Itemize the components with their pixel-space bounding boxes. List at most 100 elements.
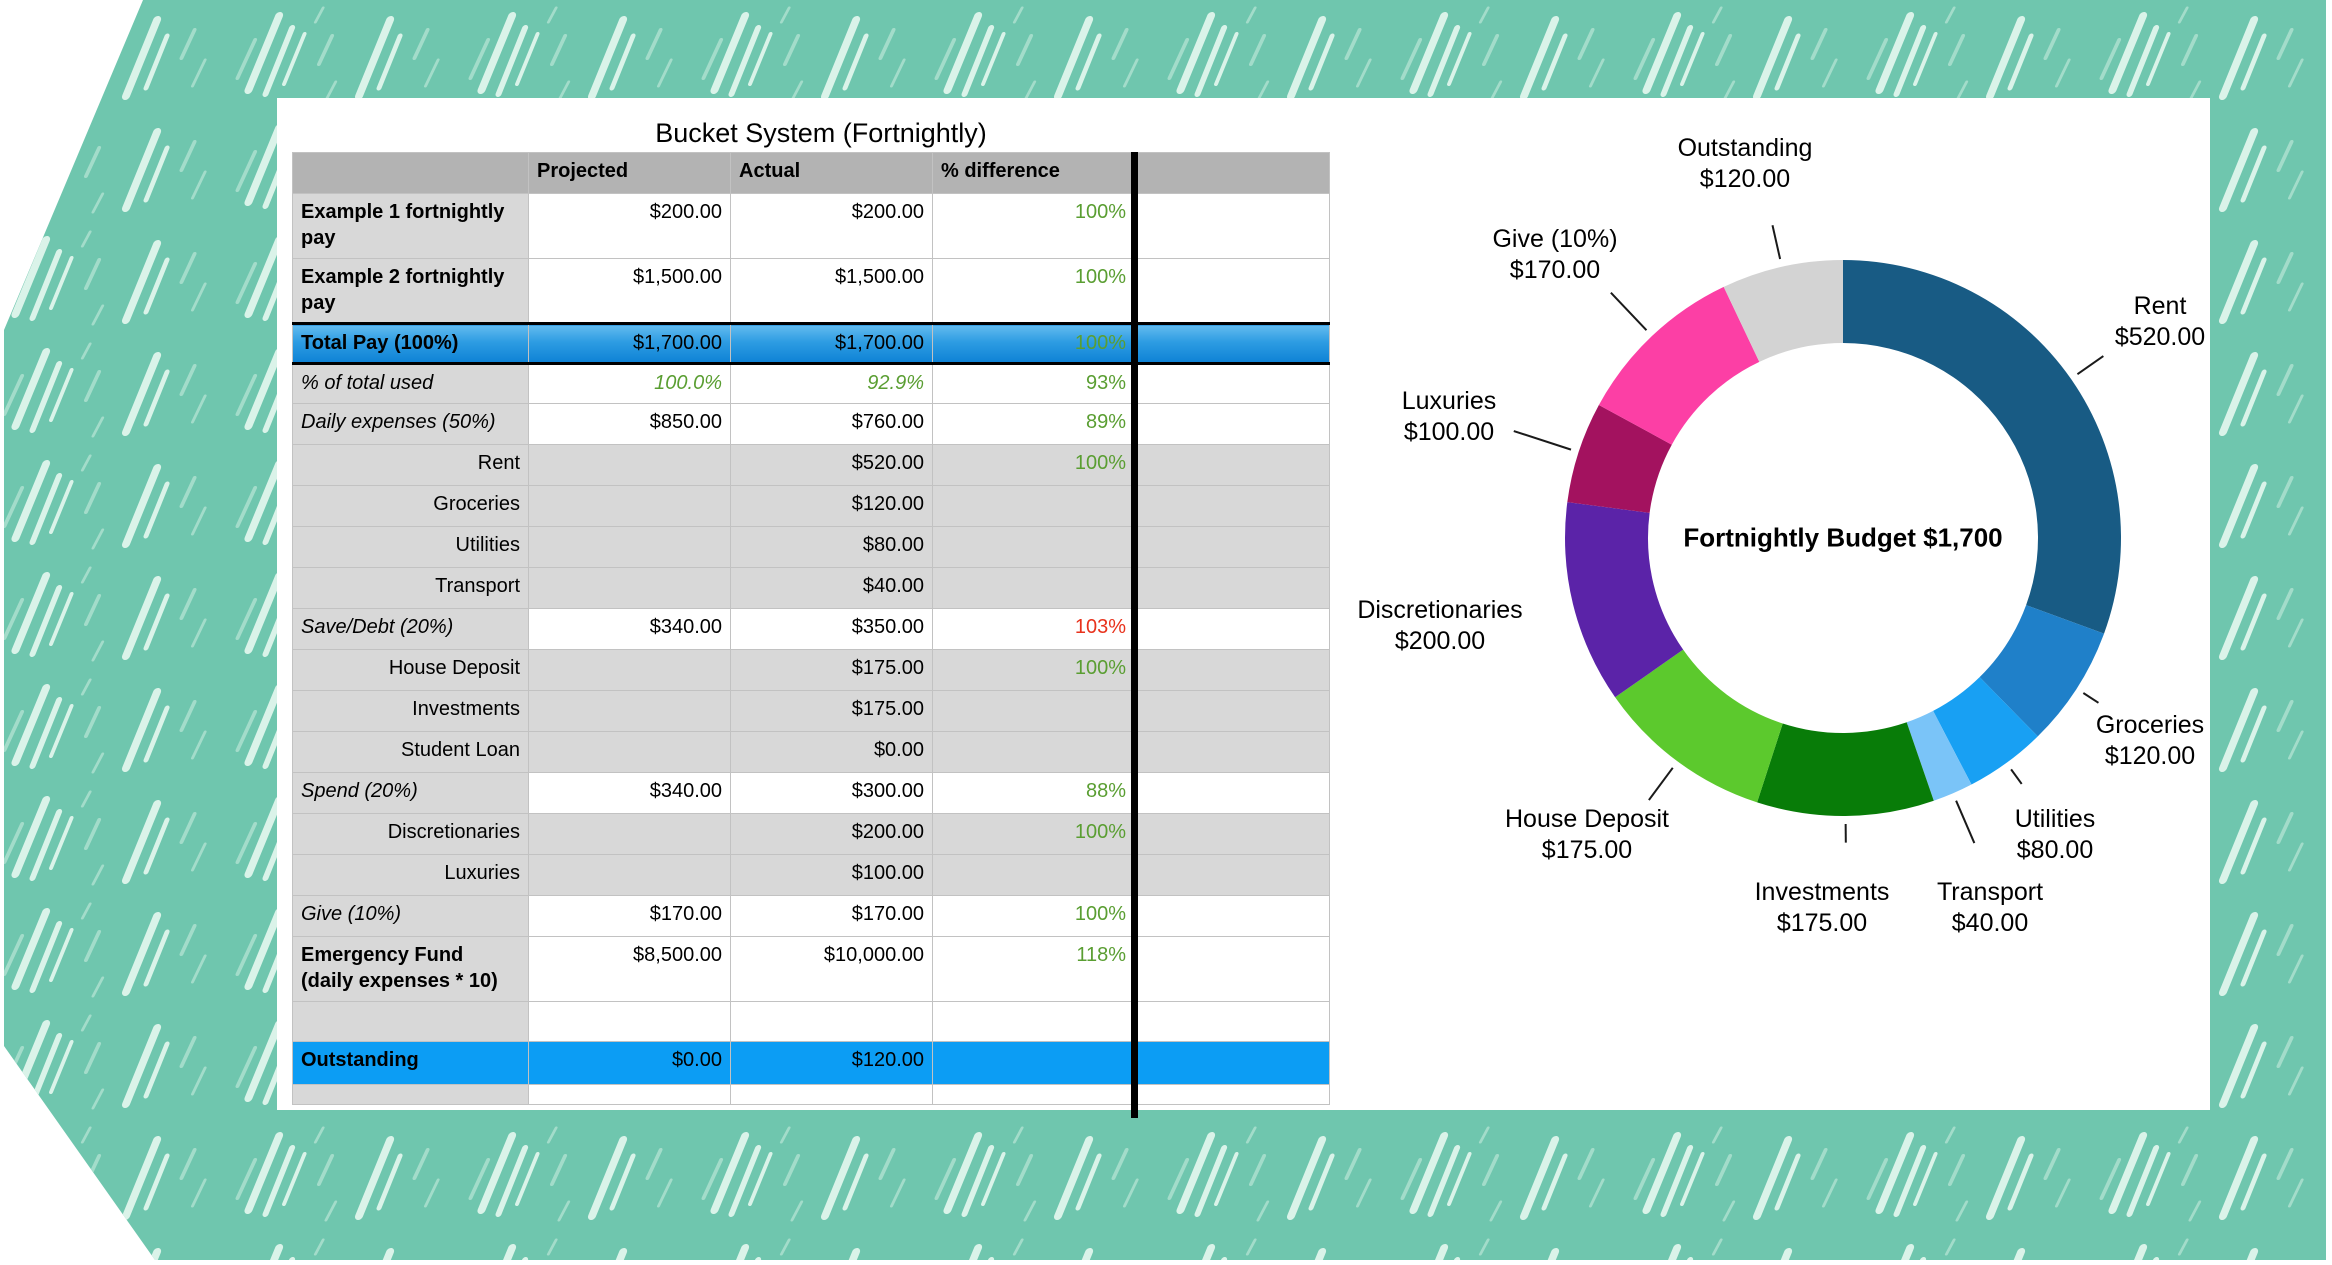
actual-cell[interactable]: $80.00 bbox=[730, 526, 933, 568]
row-label-cell[interactable] bbox=[292, 1001, 529, 1042]
donut-slice-house-deposit[interactable] bbox=[1615, 649, 1783, 803]
extra-cell[interactable] bbox=[1134, 567, 1330, 609]
row-label-cell[interactable]: Emergency Fund (daily expenses * 10) bbox=[292, 936, 529, 1002]
actual-cell[interactable]: 92.9% bbox=[730, 363, 933, 404]
extra-cell[interactable] bbox=[1134, 526, 1330, 568]
extra-cell[interactable] bbox=[1134, 1084, 1330, 1105]
actual-cell[interactable]: $170.00 bbox=[730, 895, 933, 937]
actual-cell[interactable]: $175.00 bbox=[730, 649, 933, 691]
actual-cell[interactable]: $175.00 bbox=[730, 690, 933, 732]
projected-cell[interactable]: $1,700.00 bbox=[528, 322, 731, 365]
projected-cell[interactable] bbox=[528, 731, 731, 773]
difference-cell[interactable]: 100% bbox=[932, 895, 1135, 937]
projected-cell[interactable]: $0.00 bbox=[528, 1041, 731, 1085]
extra-cell[interactable] bbox=[1134, 1001, 1330, 1042]
actual-cell[interactable]: $1,500.00 bbox=[730, 258, 933, 324]
actual-cell[interactable]: $10,000.00 bbox=[730, 936, 933, 1002]
difference-cell[interactable] bbox=[932, 690, 1135, 732]
row-label-cell[interactable]: Save/Debt (20%) bbox=[292, 608, 529, 650]
row-label-cell[interactable]: Give (10%) bbox=[292, 895, 529, 937]
donut-slice-discretionaries[interactable] bbox=[1565, 502, 1684, 698]
budget-donut-chart[interactable] bbox=[277, 98, 2210, 1110]
actual-cell[interactable]: $120.00 bbox=[730, 485, 933, 527]
extra-cell[interactable] bbox=[1134, 322, 1330, 365]
projected-cell[interactable]: $8,500.00 bbox=[528, 936, 731, 1002]
actual-cell[interactable]: $100.00 bbox=[730, 854, 933, 896]
donut-slice-utilities[interactable] bbox=[1933, 677, 2038, 785]
header-extra[interactable] bbox=[1134, 152, 1330, 194]
difference-cell[interactable]: 100% bbox=[932, 193, 1135, 259]
row-label-cell[interactable]: House Deposit bbox=[292, 649, 529, 691]
difference-cell[interactable]: 88% bbox=[932, 772, 1135, 814]
row-label-cell[interactable]: Daily expenses (50%) bbox=[292, 403, 529, 445]
projected-cell[interactable] bbox=[528, 854, 731, 896]
actual-cell[interactable]: $200.00 bbox=[730, 193, 933, 259]
projected-cell[interactable] bbox=[528, 485, 731, 527]
row-label-cell[interactable]: Discretionaries bbox=[292, 813, 529, 855]
difference-cell[interactable] bbox=[932, 1084, 1135, 1105]
actual-cell[interactable]: $200.00 bbox=[730, 813, 933, 855]
row-label-cell[interactable]: Student Loan bbox=[292, 731, 529, 773]
row-label-cell[interactable]: Example 2 fortnightly pay bbox=[292, 258, 529, 324]
actual-cell[interactable]: $120.00 bbox=[730, 1041, 933, 1085]
projected-cell[interactable]: $200.00 bbox=[528, 193, 731, 259]
row-label-cell[interactable]: Example 1 fortnightly pay bbox=[292, 193, 529, 259]
donut-slice-give-10-[interactable] bbox=[1598, 286, 1760, 445]
header-actual[interactable]: Actual bbox=[730, 152, 933, 194]
extra-cell[interactable] bbox=[1134, 895, 1330, 937]
projected-cell[interactable]: $340.00 bbox=[528, 608, 731, 650]
header-difference[interactable]: % difference bbox=[932, 152, 1135, 194]
actual-cell[interactable]: $350.00 bbox=[730, 608, 933, 650]
projected-cell[interactable] bbox=[528, 813, 731, 855]
donut-slice-rent[interactable] bbox=[1843, 260, 2121, 634]
difference-cell[interactable]: 100% bbox=[932, 813, 1135, 855]
extra-cell[interactable] bbox=[1134, 403, 1330, 445]
row-label-cell[interactable]: Spend (20%) bbox=[292, 772, 529, 814]
difference-cell[interactable] bbox=[932, 854, 1135, 896]
row-label-cell[interactable]: Utilities bbox=[292, 526, 529, 568]
difference-cell[interactable]: 100% bbox=[932, 258, 1135, 324]
actual-cell[interactable] bbox=[730, 1084, 933, 1105]
donut-slice-outstanding[interactable] bbox=[1723, 260, 1843, 362]
actual-cell[interactable]: $0.00 bbox=[730, 731, 933, 773]
actual-cell[interactable]: $760.00 bbox=[730, 403, 933, 445]
donut-slice-investments[interactable] bbox=[1757, 722, 1934, 817]
donut-slice-groceries[interactable] bbox=[1979, 605, 2105, 737]
difference-cell[interactable] bbox=[932, 485, 1135, 527]
row-label-cell[interactable]: Total Pay (100%) bbox=[292, 322, 529, 365]
difference-cell[interactable]: 100% bbox=[932, 649, 1135, 691]
difference-cell[interactable]: 89% bbox=[932, 403, 1135, 445]
slide-title[interactable]: Bucket System (Fortnightly) bbox=[655, 118, 987, 148]
actual-cell[interactable]: $520.00 bbox=[730, 444, 933, 486]
difference-cell[interactable] bbox=[932, 567, 1135, 609]
row-label-cell[interactable]: % of total used bbox=[292, 363, 529, 404]
row-label-cell[interactable]: Investments bbox=[292, 690, 529, 732]
row-label-cell[interactable] bbox=[292, 1084, 529, 1105]
extra-cell[interactable] bbox=[1134, 772, 1330, 814]
projected-cell[interactable]: $1,500.00 bbox=[528, 258, 731, 324]
extra-cell[interactable] bbox=[1134, 1041, 1330, 1085]
extra-cell[interactable] bbox=[1134, 731, 1330, 773]
donut-slice-transport[interactable] bbox=[1906, 710, 1972, 801]
extra-cell[interactable] bbox=[1134, 936, 1330, 1002]
actual-cell[interactable] bbox=[730, 1001, 933, 1042]
difference-cell[interactable]: 100% bbox=[932, 444, 1135, 486]
extra-cell[interactable] bbox=[1134, 485, 1330, 527]
extra-cell[interactable] bbox=[1134, 193, 1330, 259]
projected-cell[interactable]: $170.00 bbox=[528, 895, 731, 937]
projected-cell[interactable] bbox=[528, 1084, 731, 1105]
extra-cell[interactable] bbox=[1134, 363, 1330, 404]
extra-cell[interactable] bbox=[1134, 690, 1330, 732]
projected-cell[interactable]: 100.0% bbox=[528, 363, 731, 404]
row-label-cell[interactable]: Transport bbox=[292, 567, 529, 609]
projected-cell[interactable] bbox=[528, 1001, 731, 1042]
projected-cell[interactable] bbox=[528, 526, 731, 568]
difference-cell[interactable]: 103% bbox=[932, 608, 1135, 650]
extra-cell[interactable] bbox=[1134, 854, 1330, 896]
difference-cell[interactable]: 100% bbox=[932, 322, 1135, 365]
projected-cell[interactable] bbox=[528, 567, 731, 609]
row-label-cell[interactable]: Outstanding bbox=[292, 1041, 529, 1085]
difference-cell[interactable]: 118% bbox=[932, 936, 1135, 1002]
row-label-cell[interactable]: Luxuries bbox=[292, 854, 529, 896]
row-label-cell[interactable]: Groceries bbox=[292, 485, 529, 527]
